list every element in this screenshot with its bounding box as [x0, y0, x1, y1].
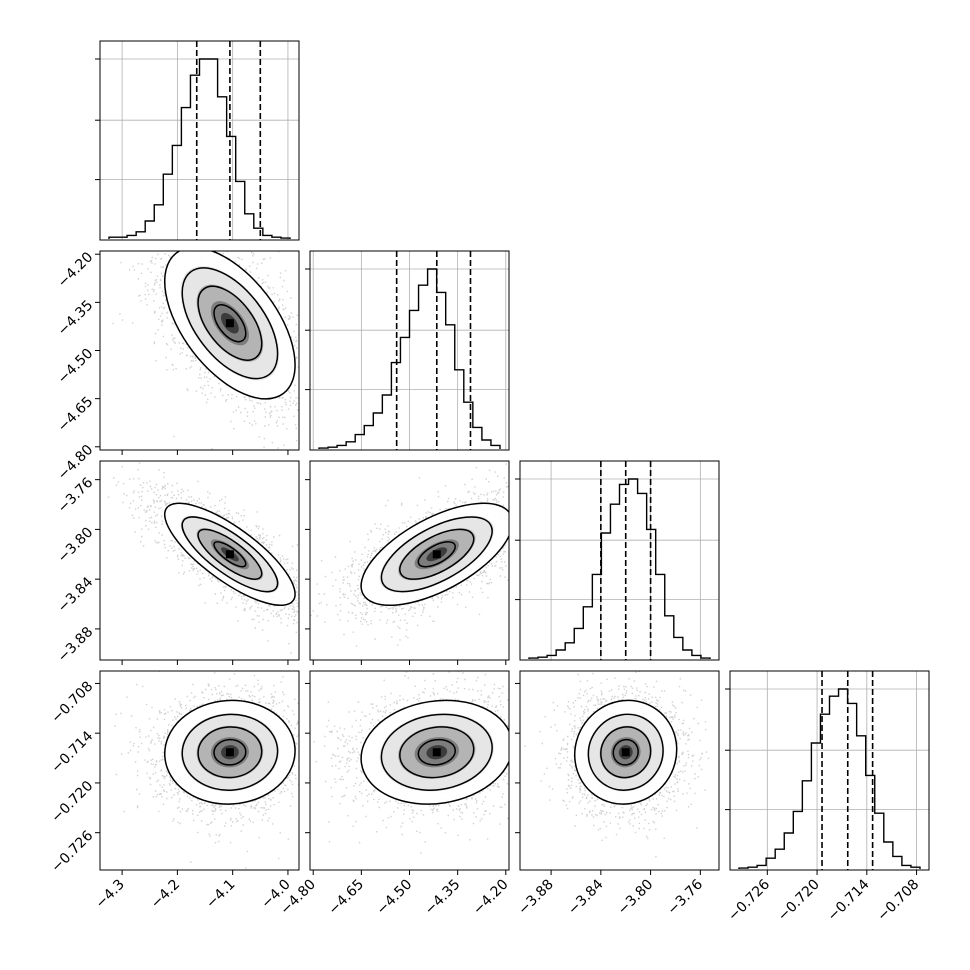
x-tick-label: −4.65	[326, 877, 368, 919]
panel-frame	[309, 460, 510, 661]
panel-3-3	[730, 671, 929, 870]
panel-frame	[99, 40, 300, 241]
contour-3	[360, 699, 509, 805]
contour-1	[399, 726, 475, 779]
x-tick-label: −3.76	[665, 876, 707, 918]
density-peak	[432, 550, 441, 559]
panel-frame	[99, 250, 300, 451]
scatter-points	[310, 463, 509, 647]
contour-2	[587, 713, 664, 791]
density-peak	[621, 748, 630, 757]
y-tick-label: −4.20	[55, 249, 97, 291]
contour-3	[360, 502, 509, 607]
density-peak	[432, 748, 441, 757]
panel-3-0	[114, 671, 299, 869]
x-tick-label: −3.84	[565, 876, 607, 918]
panel-frame	[519, 670, 720, 871]
histogram-0	[108, 58, 291, 239]
contour-2	[181, 267, 279, 380]
contour-3	[163, 251, 296, 400]
x-tick-label: −0.720	[775, 877, 823, 925]
x-tick-label: −3.88	[515, 877, 557, 919]
panel-frame	[519, 460, 720, 661]
contour-3	[163, 699, 296, 805]
contour-1	[197, 285, 263, 361]
panel-frame	[729, 670, 930, 871]
contour-0	[417, 541, 456, 568]
contour-1	[399, 528, 475, 580]
contour-1	[197, 528, 263, 580]
y-tick-label: −0.714	[48, 728, 96, 776]
contour-1	[197, 726, 263, 779]
density-peak	[225, 748, 234, 757]
contour-3	[573, 699, 678, 805]
contour-2	[380, 516, 493, 593]
contour-0	[417, 738, 456, 766]
y-tick-label: −0.720	[48, 778, 96, 826]
y-tick-label: −3.76	[55, 475, 97, 517]
histogram-1	[318, 268, 501, 449]
density-peak	[225, 319, 234, 328]
x-tick-label: −4.3	[93, 877, 128, 912]
x-tick-label: −4.1	[203, 877, 238, 912]
x-tick-label: −4.2	[148, 877, 183, 912]
panel-frame	[309, 250, 510, 451]
contour-2	[380, 713, 493, 791]
panel-frame	[309, 670, 510, 871]
panel-frame	[99, 460, 300, 661]
contour-2	[181, 516, 279, 593]
histogram-3	[738, 688, 921, 869]
y-tick-label: −4.80	[55, 442, 97, 484]
y-tick-label: −4.50	[55, 346, 97, 388]
panel-0-0	[100, 41, 299, 240]
y-tick-label: −3.80	[55, 524, 97, 566]
x-tick-label: −4.50	[374, 877, 416, 919]
contour-3	[163, 502, 296, 607]
histogram-2	[528, 478, 711, 659]
panel-3-1	[313, 671, 509, 854]
contour-0	[213, 304, 247, 343]
contour-2	[181, 713, 279, 791]
panel-frame	[99, 670, 300, 871]
y-tick-label: −0.726	[48, 828, 96, 876]
panel-1-0	[112, 251, 299, 450]
x-tick-label: −4.35	[422, 877, 464, 919]
contour-1	[600, 726, 652, 779]
panel-2-2	[520, 461, 719, 660]
y-tick-label: −0.708	[48, 678, 96, 726]
y-tick-label: −4.65	[55, 394, 97, 436]
x-tick-label: −4.20	[470, 877, 512, 919]
x-tick-label: −0.714	[825, 876, 873, 924]
y-tick-label: −4.35	[55, 297, 97, 339]
panel-2-0	[107, 462, 299, 654]
y-tick-label: −3.88	[55, 624, 97, 666]
panel-1-1	[310, 251, 509, 450]
density-peak	[225, 550, 234, 559]
panel-3-2	[524, 671, 710, 858]
x-tick-label: −3.80	[615, 877, 657, 919]
x-tick-label: −0.708	[874, 877, 922, 925]
panel-2-1	[310, 463, 509, 647]
contour-0	[213, 738, 247, 766]
x-tick-label: −0.726	[725, 876, 773, 924]
scatter-points	[107, 462, 299, 654]
contour-0	[612, 738, 639, 766]
y-tick-label: −3.84	[55, 574, 97, 616]
contour-0	[213, 541, 247, 568]
